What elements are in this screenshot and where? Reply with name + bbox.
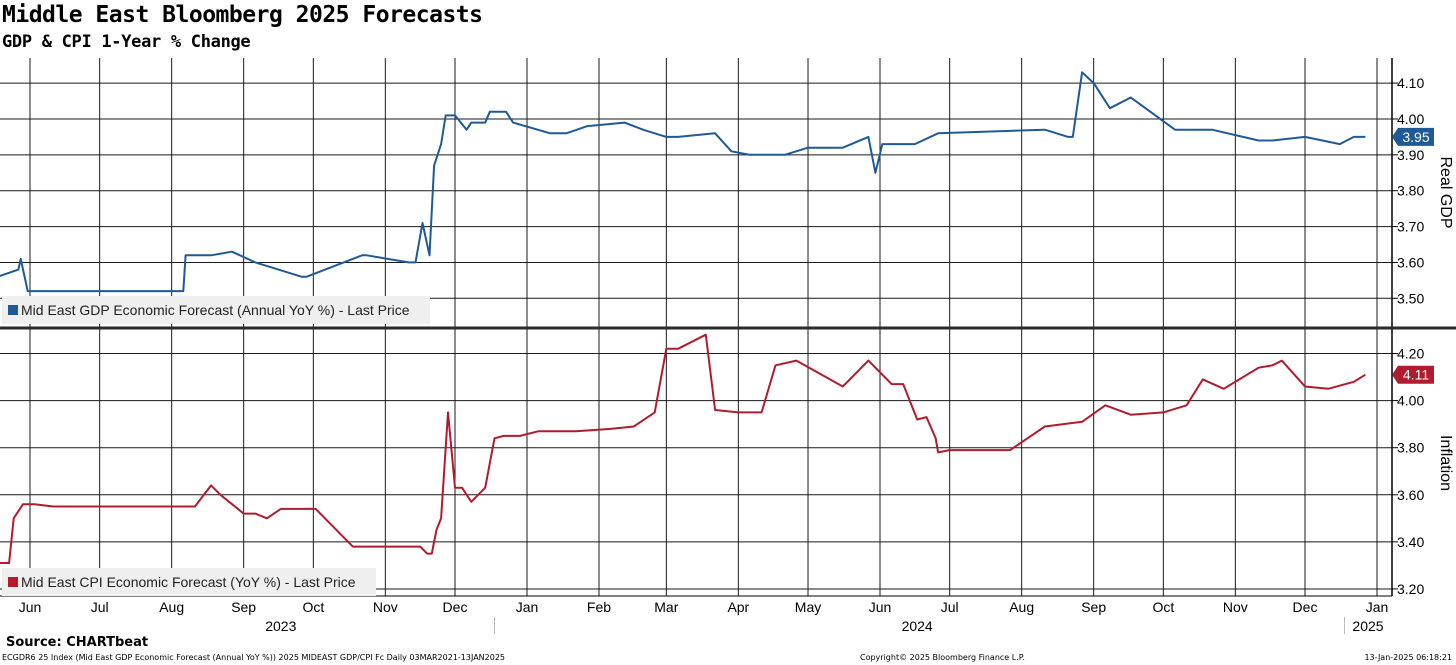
x-tick-label: Nov (1223, 599, 1248, 615)
y-tick-label: 4.10 (1397, 75, 1424, 91)
last-value-tag (1392, 127, 1434, 146)
x-tick-label: Jun (19, 599, 42, 615)
chart-subtitle: GDP & CPI 1-Year % Change (2, 32, 251, 52)
y-tick-label: 3.80 (1397, 183, 1424, 199)
footer-index-info: ECGDR6 25 Index (Mid East GDP Economic F… (2, 653, 506, 662)
x-tick-label: Apr (727, 599, 749, 615)
x-tick-label: Jan (516, 599, 539, 615)
x-tick-label: Jul (941, 599, 959, 615)
footer-timestamp: 13-Jan-2025 06:18:21 (1364, 653, 1452, 662)
source-label: Source: CHARTbeat (6, 635, 149, 650)
y-axis-title: Inflation (1437, 435, 1454, 491)
legend-swatch (8, 305, 18, 315)
legend-box (2, 568, 376, 596)
y-tick-label: 3.50 (1397, 290, 1424, 306)
chart-title: Middle East Bloomberg 2025 Forecasts (2, 2, 483, 28)
last-value-tag (1392, 365, 1434, 384)
x-tick-label: Aug (1009, 599, 1034, 615)
legend-label: Mid East GDP Economic Forecast (Annual Y… (21, 302, 410, 318)
x-tick-label: Jul (91, 599, 109, 615)
last-value-label: 4.11 (1403, 367, 1429, 383)
x-tick-label: Oct (302, 599, 324, 615)
last-value-label: 3.95 (1402, 129, 1429, 145)
cpi-series-line (0, 333, 1366, 564)
x-tick-label: May (795, 599, 821, 615)
y-tick-label: 3.80 (1397, 440, 1424, 456)
y-axis-title: Real GDP (1437, 156, 1454, 228)
x-tick-label: Mar (654, 599, 678, 615)
y-tick-label: 4.00 (1397, 111, 1424, 127)
x-tick-label: Dec (443, 599, 468, 615)
legend-label: Mid East CPI Economic Forecast (YoY %) -… (21, 574, 356, 590)
y-tick-label: 3.60 (1397, 254, 1424, 270)
y-tick-label: 3.40 (1397, 534, 1424, 550)
y-tick-label: 3.70 (1397, 219, 1424, 235)
y-tick-label: 3.90 (1397, 147, 1424, 163)
x-tick-label: Jun (869, 599, 892, 615)
y-tick-label: 3.60 (1397, 487, 1424, 503)
x-tick-label: Feb (587, 599, 611, 615)
x-tick-label: Sep (1081, 599, 1106, 615)
y-tick-label: 4.00 (1397, 393, 1424, 409)
x-tick-label: Aug (159, 599, 184, 615)
y-tick-label: 4.20 (1397, 346, 1424, 362)
x-tick-label: Sep (231, 599, 256, 615)
legend-box (2, 296, 430, 324)
x-year-label: 2025 (1352, 618, 1383, 634)
y-tick-label: 3.20 (1397, 581, 1424, 597)
gdp-series-line (0, 71, 1366, 293)
x-tick-label: Nov (373, 599, 398, 615)
footer-copyright: Copyright© 2025 Bloomberg Finance L.P. (860, 653, 1025, 662)
x-year-label: 2023 (265, 618, 296, 634)
x-year-label: 2024 (902, 618, 933, 634)
x-tick-label: Dec (1293, 599, 1318, 615)
legend-swatch (8, 577, 18, 587)
x-tick-label: Jan (1366, 599, 1389, 615)
x-tick-label: Oct (1152, 599, 1174, 615)
